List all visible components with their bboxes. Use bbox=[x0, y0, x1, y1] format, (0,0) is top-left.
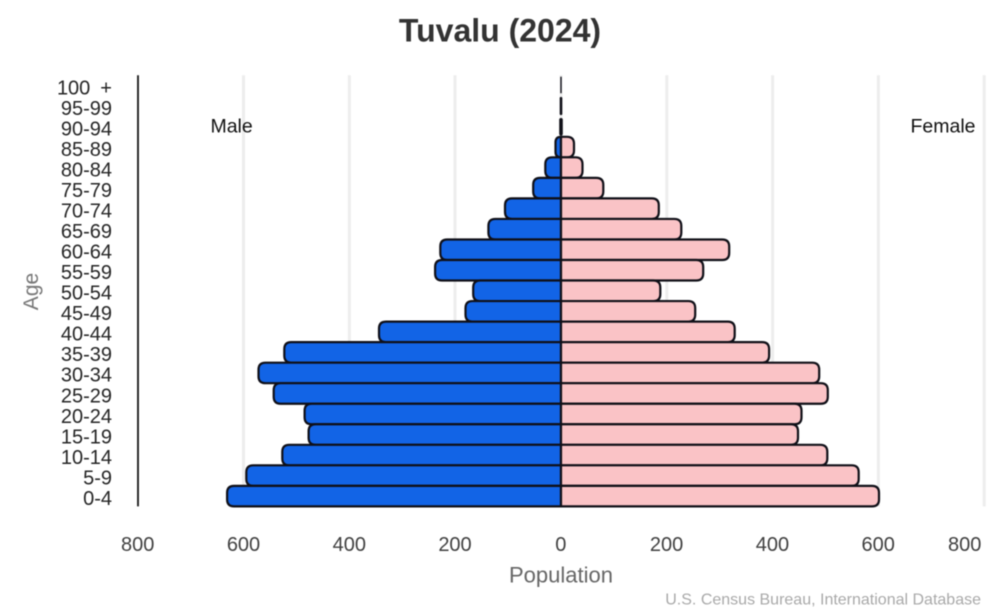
svg-text:45-49: 45-49 bbox=[61, 303, 112, 325]
svg-text:400: 400 bbox=[333, 534, 366, 556]
svg-text:20-24: 20-24 bbox=[61, 406, 112, 428]
svg-text:200: 200 bbox=[650, 534, 683, 556]
svg-text:800: 800 bbox=[948, 534, 981, 556]
svg-text:100 +: 100 + bbox=[57, 77, 112, 99]
svg-text:35-39: 35-39 bbox=[61, 344, 112, 366]
svg-text:Tuvalu (2024): Tuvalu (2024) bbox=[399, 13, 601, 49]
svg-text:85-89: 85-89 bbox=[61, 139, 112, 161]
svg-text:30-34: 30-34 bbox=[61, 365, 112, 387]
svg-text:5-9: 5-9 bbox=[83, 467, 112, 489]
svg-text:0: 0 bbox=[555, 534, 566, 556]
svg-text:60-64: 60-64 bbox=[61, 242, 112, 264]
svg-text:75-79: 75-79 bbox=[61, 180, 112, 202]
svg-text:65-69: 65-69 bbox=[61, 221, 112, 243]
svg-text:80-84: 80-84 bbox=[61, 159, 112, 181]
svg-text:Male: Male bbox=[210, 116, 252, 138]
svg-text:200: 200 bbox=[438, 534, 471, 556]
svg-text:Population: Population bbox=[509, 563, 613, 588]
svg-text:600: 600 bbox=[862, 534, 895, 556]
svg-text:0-4: 0-4 bbox=[83, 488, 112, 510]
svg-text:50-54: 50-54 bbox=[61, 283, 112, 305]
svg-text:400: 400 bbox=[756, 534, 789, 556]
svg-text:25-29: 25-29 bbox=[61, 385, 112, 407]
svg-text:Age: Age bbox=[20, 273, 43, 310]
svg-text:U.S. Census Bureau, Internatio: U.S. Census Bureau, International Databa… bbox=[665, 592, 981, 609]
svg-text:Female: Female bbox=[910, 116, 975, 138]
svg-text:800: 800 bbox=[121, 534, 154, 556]
svg-text:95-99: 95-99 bbox=[61, 98, 112, 120]
svg-text:15-19: 15-19 bbox=[61, 426, 112, 448]
svg-text:10-14: 10-14 bbox=[61, 447, 112, 469]
svg-text:90-94: 90-94 bbox=[61, 118, 112, 140]
svg-text:70-74: 70-74 bbox=[61, 201, 112, 223]
svg-text:40-44: 40-44 bbox=[61, 324, 112, 346]
svg-text:600: 600 bbox=[227, 534, 260, 556]
svg-text:55-59: 55-59 bbox=[61, 262, 112, 284]
